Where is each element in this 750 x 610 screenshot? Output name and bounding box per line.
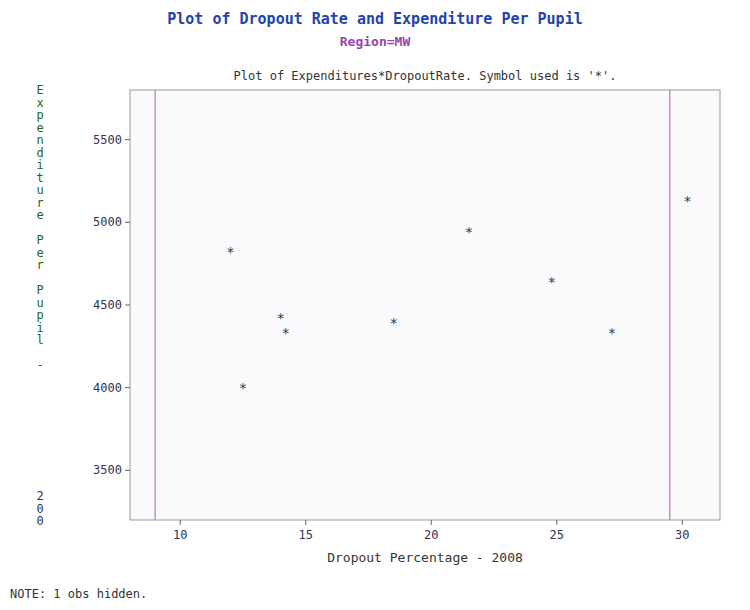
y-label-char: - bbox=[36, 358, 43, 372]
y-tick-label: 3500 bbox=[93, 463, 122, 477]
y-tick bbox=[125, 305, 130, 306]
inner-title: Plot of Expenditures*DropoutRate. Symbol… bbox=[234, 69, 617, 83]
x-axis: 10 15 20 25 30 bbox=[173, 520, 690, 542]
reference-line bbox=[155, 90, 156, 520]
y-label-char: r bbox=[36, 258, 43, 272]
y-label-char: e bbox=[36, 208, 43, 222]
x-tick-label: 30 bbox=[675, 528, 689, 542]
point: * bbox=[239, 380, 247, 396]
y-tick-label: 4000 bbox=[93, 381, 122, 395]
reference-line bbox=[669, 90, 670, 520]
point: * bbox=[465, 224, 473, 240]
x-tick bbox=[431, 520, 432, 525]
y-tick bbox=[125, 470, 130, 471]
x-tick bbox=[180, 520, 181, 525]
x-tick-label: 25 bbox=[550, 528, 564, 542]
x-tick bbox=[556, 520, 557, 525]
point: * bbox=[608, 325, 616, 341]
y-tick bbox=[125, 387, 130, 388]
x-tick-label: 10 bbox=[173, 528, 187, 542]
x-tick bbox=[682, 520, 683, 525]
title: Plot of Dropout Rate and Expenditure Per… bbox=[167, 10, 582, 28]
y-label: ExpenditurePerPupil- bbox=[36, 83, 43, 372]
point: * bbox=[276, 310, 284, 326]
point: * bbox=[683, 193, 691, 209]
note: NOTE: 1 obs hidden. bbox=[10, 587, 147, 601]
chart-container: Plot of Dropout Rate and Expenditure Per… bbox=[0, 0, 750, 610]
y-tick bbox=[125, 139, 130, 140]
x-tick bbox=[305, 520, 306, 525]
page: {"chart_data": {"type": "scatter", "titl… bbox=[0, 0, 750, 610]
y-tick bbox=[125, 222, 130, 223]
plot-frame bbox=[130, 90, 720, 520]
x-tick-label: 20 bbox=[424, 528, 438, 542]
x-label: Dropout Percentage - 2008 bbox=[327, 550, 523, 565]
point: * bbox=[281, 325, 289, 341]
y-label-char: l bbox=[36, 333, 43, 347]
x-tick-label: 15 bbox=[299, 528, 313, 542]
y-tick-label: 5500 bbox=[93, 133, 122, 147]
point: * bbox=[548, 274, 556, 290]
point: * bbox=[389, 315, 397, 331]
point: * bbox=[226, 244, 234, 260]
chart: Plot of Dropout Rate and Expenditure Per… bbox=[0, 0, 750, 610]
plot-area: ********* bbox=[155, 90, 691, 520]
y-axis: 3500 4000 4500 5000 5500 bbox=[93, 133, 130, 478]
y-label-continuation-char: 0 bbox=[36, 514, 43, 528]
y-tick-label: 4500 bbox=[93, 298, 122, 312]
y-label-continuation: 200 bbox=[36, 489, 43, 528]
y-tick-label: 5000 bbox=[93, 215, 122, 229]
subtitle: Region=MW bbox=[340, 34, 411, 49]
